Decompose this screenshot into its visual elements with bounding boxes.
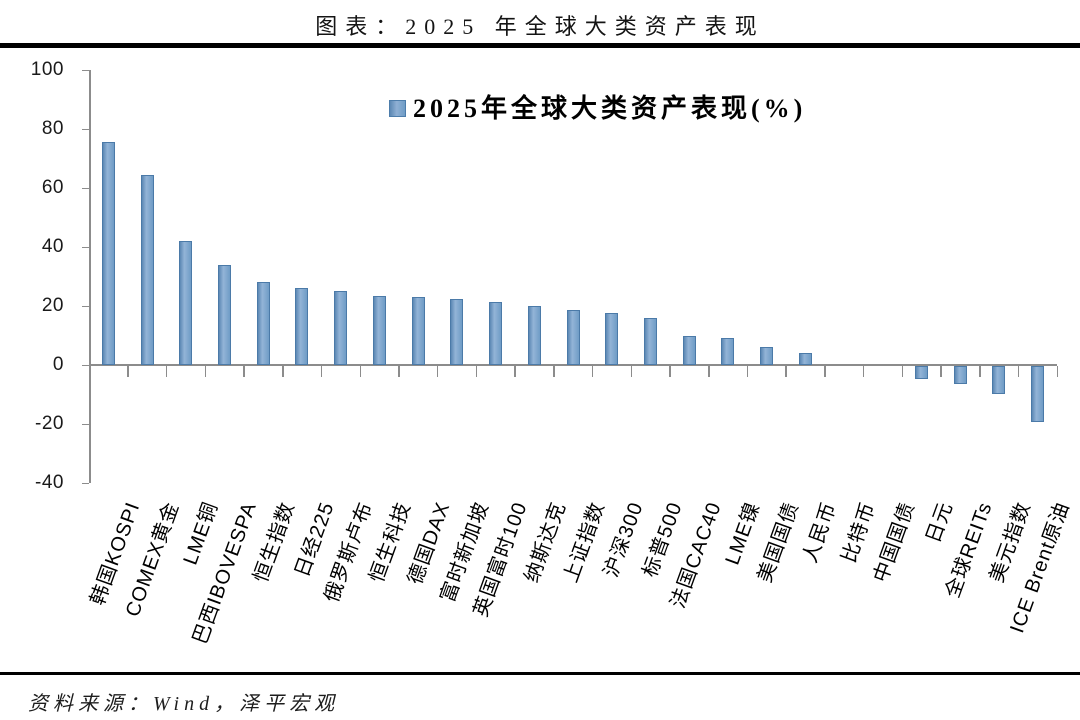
x-axis-tick [320, 366, 323, 377]
x-axis-tick [1017, 366, 1020, 377]
bar [411, 297, 425, 365]
bar [760, 347, 774, 365]
y-axis-tick-label: 100 [30, 59, 64, 80]
x-axis-tick [979, 366, 981, 377]
y-axis-tick [82, 246, 89, 248]
bar [372, 295, 386, 365]
bar [101, 142, 115, 365]
y-axis-tick [82, 128, 89, 130]
y-axis-tick-label: 60 [41, 177, 64, 198]
x-axis-tick [88, 366, 90, 377]
x-axis-tick [398, 366, 400, 377]
x-axis-tick [1056, 366, 1058, 377]
bar [721, 338, 735, 365]
x-axis-tick [475, 366, 478, 377]
bar [218, 264, 232, 365]
x-axis-tick [127, 366, 129, 377]
bar [334, 291, 348, 365]
x-axis-tick [824, 366, 826, 377]
top-divider [0, 43, 1080, 48]
x-axis-tick [436, 366, 439, 377]
y-axis-tick [82, 69, 89, 71]
x-axis-tick [359, 366, 362, 377]
x-axis-tick [940, 366, 942, 377]
bar [256, 282, 270, 365]
legend: 2025年全球大类资产表现(%) [389, 88, 806, 125]
y-axis-line [89, 70, 91, 483]
bar [489, 301, 503, 365]
y-axis-tick-label: -20 [35, 413, 64, 434]
bar [682, 335, 696, 365]
y-axis-tick-label: 40 [41, 236, 64, 257]
bar [798, 353, 812, 365]
y-axis-tick-label: 80 [41, 118, 64, 139]
bar [953, 366, 967, 384]
x-axis-tick [591, 366, 594, 377]
bar [295, 288, 309, 365]
bar [450, 298, 464, 365]
x-axis-line [89, 364, 1057, 366]
x-axis-tick [243, 366, 245, 377]
x-axis-tick [282, 366, 284, 377]
y-axis-tick [82, 187, 89, 189]
bar [566, 310, 580, 365]
y-axis-tick-label: -40 [35, 472, 64, 493]
page-title: 图表：2025 年全球大类资产表现 [315, 14, 765, 39]
bar [1031, 366, 1045, 423]
x-axis-tick [669, 366, 671, 377]
bar [140, 174, 154, 365]
source-note: 资料来源：Wind，泽平宏观 [28, 693, 340, 715]
bar [643, 317, 657, 365]
bar [527, 306, 541, 365]
y-axis-tick [82, 305, 89, 307]
x-axis-tick [165, 366, 168, 377]
legend-label: 2025年全球大类资产表现(%) [413, 94, 807, 123]
x-axis-tick [862, 366, 865, 377]
y-axis-tick-label: 20 [41, 295, 64, 316]
y-axis-tick [82, 364, 89, 366]
bar [992, 366, 1006, 395]
y-axis-tick-label: 0 [52, 354, 64, 375]
y-axis-tick [82, 482, 89, 484]
x-axis-tick [204, 366, 207, 377]
bar [179, 241, 193, 365]
bar [914, 366, 928, 380]
x-axis-tick [746, 366, 749, 377]
x-axis-tick [514, 366, 516, 377]
bar [605, 313, 619, 365]
x-axis-tick [901, 366, 904, 377]
y-axis-tick [82, 423, 89, 425]
x-axis-tick [708, 366, 710, 377]
x-axis-tick [785, 366, 787, 377]
bottom-divider [0, 672, 1080, 675]
x-axis-tick [630, 366, 633, 377]
x-axis-label-text: 日元 [922, 499, 958, 547]
x-axis-tick [553, 366, 555, 377]
legend-swatch-icon [389, 99, 406, 117]
